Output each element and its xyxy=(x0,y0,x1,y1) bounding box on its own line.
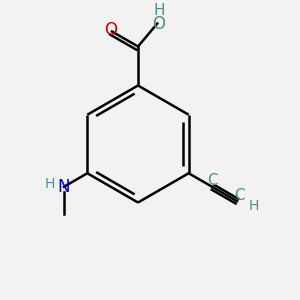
Text: C: C xyxy=(234,188,245,203)
Text: C: C xyxy=(207,172,218,188)
Text: N: N xyxy=(58,178,70,196)
Text: H: H xyxy=(153,3,164,18)
Text: H: H xyxy=(249,199,259,212)
Text: O: O xyxy=(104,21,117,39)
Text: H: H xyxy=(44,177,55,191)
Text: O: O xyxy=(152,15,165,33)
